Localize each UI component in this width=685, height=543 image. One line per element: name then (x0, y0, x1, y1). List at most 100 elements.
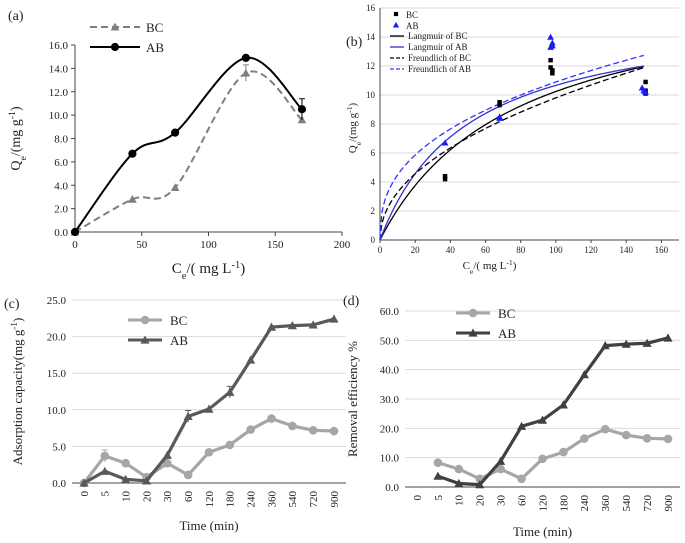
panel-a-y-tick-label: 2.0 (54, 204, 68, 216)
panel-c-x-tick-label: 30 (162, 491, 174, 503)
panel-d-label: (d) (343, 294, 360, 309)
panel-a-x-label-part: /( mg L (186, 261, 231, 277)
panel-d-point-BC (580, 434, 589, 443)
panel-b-y-tick-label: 16 (366, 3, 376, 13)
panel-b-point-BC (497, 100, 502, 105)
panel-a-y-tick-label: 4.0 (54, 180, 68, 192)
panel-d-point-BC (642, 434, 652, 443)
panel-b-point-AB (441, 139, 449, 146)
panel-a-series-AB-line (74, 56, 303, 233)
panel-c-point-AB (121, 474, 131, 483)
panel-c-x-tick-label: 900 (329, 491, 341, 508)
panel-a-x-tick-label: 150 (267, 239, 284, 251)
panel-a-y-tick-label: 12.0 (49, 87, 69, 99)
panel-b-y-tick-label: 2 (371, 206, 376, 216)
panel-a-x-tick-label: 0 (72, 239, 78, 251)
panel-b-legend-marker-AB (392, 21, 400, 28)
panel-c-x-tick-label: 60 (183, 491, 195, 503)
panel-b-point-BC (442, 176, 448, 182)
panel-a-point-BC (241, 68, 251, 77)
panel-a-label: (a) (8, 9, 24, 24)
panel-a-y-label-part: Q (9, 161, 24, 171)
panel-b-y-label-part: Q (347, 145, 359, 153)
panel-b-legend-marker-BC (393, 11, 399, 17)
panel-d-x-tick-label: 5 (433, 495, 445, 501)
panel-b-x-tick-label: 100 (549, 245, 563, 255)
panel-d-x-tick-label: 180 (558, 495, 570, 512)
panel-b-legend-label-AB: AB (406, 21, 419, 31)
panel-b-point-BC (550, 71, 555, 76)
panel-c-y-tick-label: 25.0 (47, 295, 67, 307)
panel-d-x-tick-label: 540 (621, 495, 633, 512)
panel-c-point-BC (100, 451, 110, 461)
panel-b-y-label-part: e (354, 141, 363, 145)
panel-d-x-tick-label: 20 (475, 495, 487, 507)
panel-a-x-tick-label: 100 (200, 239, 217, 251)
panel-c-legend-label-BC: BC (170, 313, 187, 328)
panel-a-y-label-part: ) (9, 106, 24, 111)
panel-c-point-AB (100, 466, 110, 475)
panel-c-x-tick-label: 0 (79, 491, 91, 497)
panel-b-legend-label: Freundlich of BC (408, 53, 471, 63)
panel-d-point-AB (600, 341, 610, 350)
panel-b-y-label-part: /(mg g (347, 112, 359, 142)
panel-a-x-label-part: C (172, 261, 182, 277)
panel-d-x-tick-label: 120 (537, 495, 549, 512)
panel-c-point-AB (308, 320, 318, 329)
panel-c-x-tick-label: 120 (204, 491, 216, 508)
panel-b-y-tick-label: 8 (371, 119, 376, 129)
panel-d-point-AB (558, 400, 568, 409)
panel-c-y-tick-label: 20.0 (47, 332, 67, 344)
panel-b-legend-label: Freundlich of AB (408, 64, 471, 74)
panel-d-point-BC (559, 447, 568, 457)
panel-c-point-BC (329, 426, 339, 436)
panel-b-x-label-part: /( mg L (473, 260, 506, 272)
panel-b-x-tick-label: 120 (584, 245, 598, 255)
panel-b-x-label-part: -1 (506, 258, 513, 267)
panel-c-point-AB (204, 404, 214, 413)
panel-c-point-BC (163, 458, 172, 468)
panel-b-point-BC (548, 65, 553, 70)
panel-a-y-label-part: /(mg g (9, 119, 24, 156)
panel-c-point-BC (183, 470, 193, 480)
panel-d-y-tick-label: 10.0 (380, 453, 400, 465)
panel-b-y-tick-label: 0 (371, 235, 376, 245)
panel-c-point-AB (225, 387, 235, 396)
panel-d-point-BC (600, 424, 610, 434)
panel-d-x-tick-label: 30 (496, 495, 508, 507)
panel-d-point-BC (663, 434, 673, 444)
panel-a-x-tick-label: 50 (136, 239, 148, 251)
panel-c-point-BC (308, 425, 318, 435)
panel-c-x-tick-label: 20 (141, 491, 153, 503)
panel-b-fit-langmuir-of-bc (379, 65, 644, 241)
panel-b-point-AB (496, 114, 503, 121)
panel-b-y-label-part: -1 (345, 106, 354, 113)
panel-a-x-label-part: -1 (231, 260, 240, 271)
panel-b-y-tick-label: 6 (371, 148, 376, 158)
panel-c-y-label: Adsorption capacity(mg g-1) (9, 318, 25, 466)
panel-c-x-tick-label: 10 (121, 491, 133, 503)
panel-d-y-tick-label: 20.0 (380, 423, 400, 435)
panel-b-legend-label: Langmuir of AB (408, 42, 468, 52)
panel-d-x-tick-label: 360 (600, 495, 612, 512)
panel-a-legend-marker-BC (110, 22, 120, 31)
panel-a-x-tick-label: 200 (334, 239, 351, 251)
panel-a-point-AB (297, 105, 307, 114)
panel-b-x-label-part: ) (513, 260, 517, 272)
panel-c-x-tick-label: 5 (100, 491, 112, 497)
panel-b-x-tick-label: 20 (411, 245, 421, 255)
panel-d-legend-marker-BC (468, 308, 478, 318)
panel-d-point-AB (579, 370, 589, 379)
panel-b-y-label: Qe/(mg g-1) (345, 102, 363, 153)
panel-c-y-label-part: ) (10, 318, 25, 322)
panel-a-point-AB (241, 53, 250, 62)
panel-b-point-AB (547, 33, 554, 40)
panel-a-y-label-part: -1 (7, 111, 18, 119)
panel-b-y-tick-label: 12 (366, 61, 375, 71)
panel-d-y-label: Removal efficiency % (345, 341, 360, 457)
panel-b-point-AB (642, 88, 649, 95)
panel-d-x-tick-label: 60 (516, 495, 528, 507)
panel-b-x-label: Ce/( mg L-1) (463, 258, 517, 276)
panel-c-x-tick-label: 720 (308, 491, 320, 508)
